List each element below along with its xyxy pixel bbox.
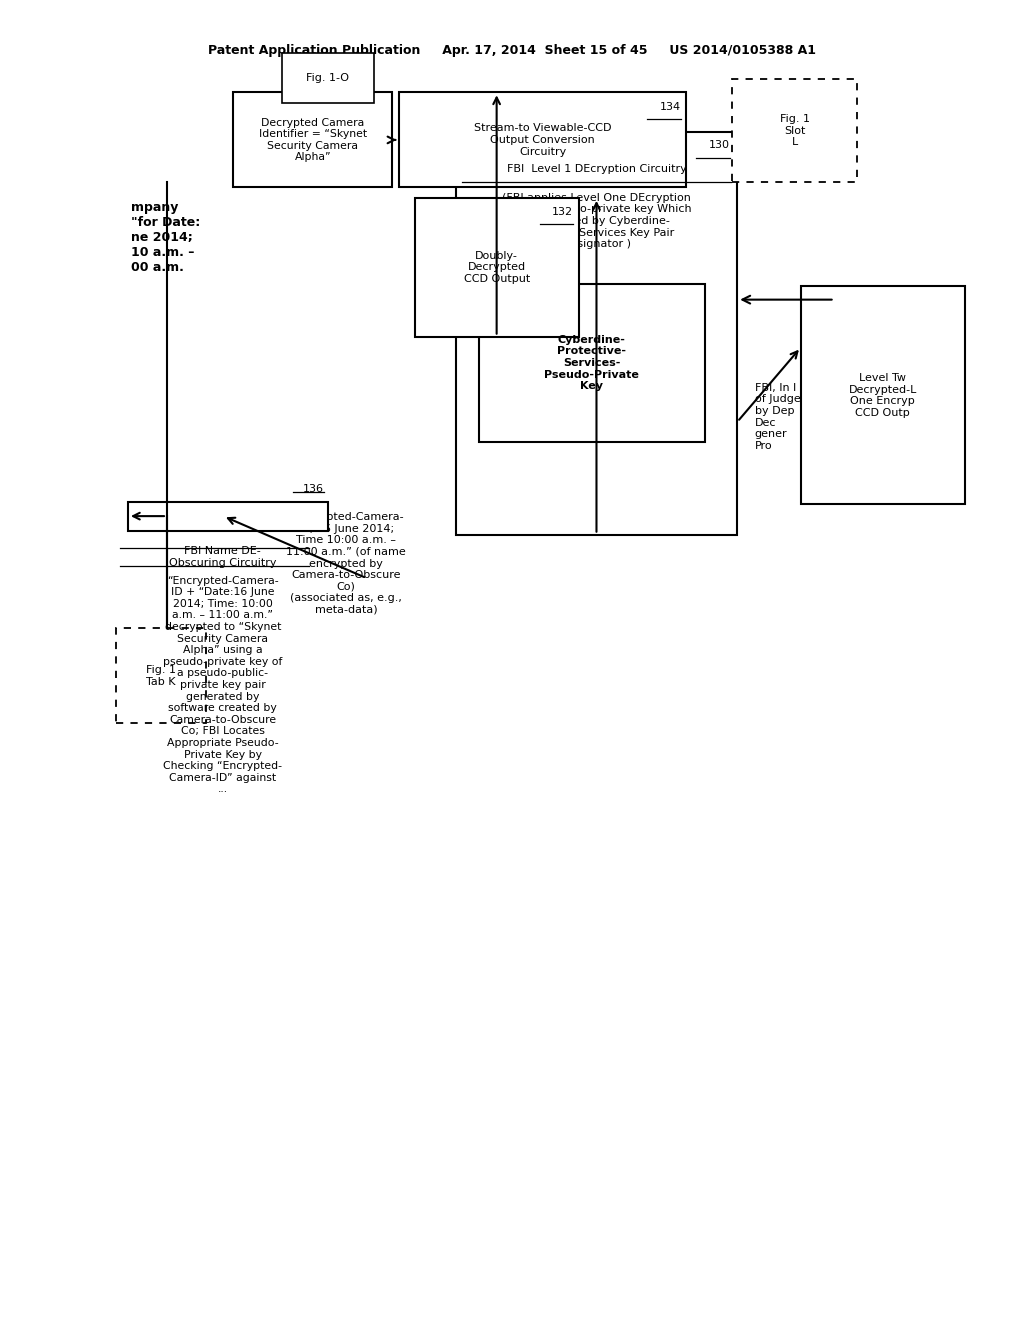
Text: Doubly-
Decrypted
CCD Output: Doubly- Decrypted CCD Output bbox=[464, 251, 529, 284]
Bar bbox=[801, 286, 965, 504]
Text: 134: 134 bbox=[659, 102, 681, 112]
Text: FBI  Level 1 DEcryption Circuitry: FBI Level 1 DEcryption Circuitry bbox=[507, 164, 686, 174]
Text: Level Tw
Decrypted-L
One Encryp
CCD Outp: Level Tw Decrypted-L One Encryp CCD Outp bbox=[849, 374, 916, 417]
Text: FBI Name DE-
Obscuring Circuitry: FBI Name DE- Obscuring Circuitry bbox=[169, 546, 276, 568]
Bar bbox=[282, 53, 374, 103]
Text: (FBI applies Level One DEcryption
using a pseudo-private key Which
is Identified: (FBI applies Level One DEcryption using … bbox=[502, 193, 691, 249]
Text: Patent Application Publication     Apr. 17, 2014  Sheet 15 of 45     US 2014/010: Patent Application Publication Apr. 17, … bbox=[208, 44, 816, 57]
Text: 132: 132 bbox=[552, 207, 573, 218]
Bar bbox=[116, 628, 206, 723]
Text: “Encrypted-Camera-
ID; 16 June 2014;
Time 10:00 a.m. –
11:00 a.m.” (of name
encr: “Encrypted-Camera- ID; 16 June 2014; Tim… bbox=[287, 512, 406, 615]
Text: mpany
"for Date:
ne 2014;
10 a.m. –
00 a.m.: mpany "for Date: ne 2014; 10 a.m. – 00 a… bbox=[131, 201, 201, 273]
Text: Stream-to Viewable-CCD
Output Conversion
Circuitry: Stream-to Viewable-CCD Output Conversion… bbox=[474, 123, 611, 157]
Text: Cyberdine-
Protective-
Services-
Pseudo-Private
Key: Cyberdine- Protective- Services- Pseudo-… bbox=[545, 335, 639, 391]
Bar bbox=[415, 198, 579, 337]
Bar bbox=[128, 502, 328, 531]
Bar bbox=[732, 79, 857, 182]
Text: “Encrypted-Camera-
ID + “Date:16 June
2014; Time: 10:00
a.m. – 11:00 a.m.”
decry: “Encrypted-Camera- ID + “Date:16 June 20… bbox=[163, 576, 283, 795]
Bar bbox=[233, 92, 392, 187]
Bar bbox=[456, 132, 737, 535]
Text: 136: 136 bbox=[302, 483, 324, 494]
Text: Fig. 1-O: Fig. 1-O bbox=[306, 73, 349, 83]
Bar bbox=[399, 92, 686, 187]
Bar bbox=[479, 284, 705, 442]
Text: Decrypted Camera
Identifier = “Skynet
Security Camera
Alpha”: Decrypted Camera Identifier = “Skynet Se… bbox=[259, 117, 367, 162]
Text: 130: 130 bbox=[709, 140, 730, 150]
Text: Fig. 1
Tab K: Fig. 1 Tab K bbox=[145, 665, 176, 686]
Text: Fig. 1
Slot
L: Fig. 1 Slot L bbox=[779, 114, 810, 148]
Text: FBI, In l
of Judge
by Dep
Dec
gener
Pro: FBI, In l of Judge by Dep Dec gener Pro bbox=[755, 383, 801, 451]
